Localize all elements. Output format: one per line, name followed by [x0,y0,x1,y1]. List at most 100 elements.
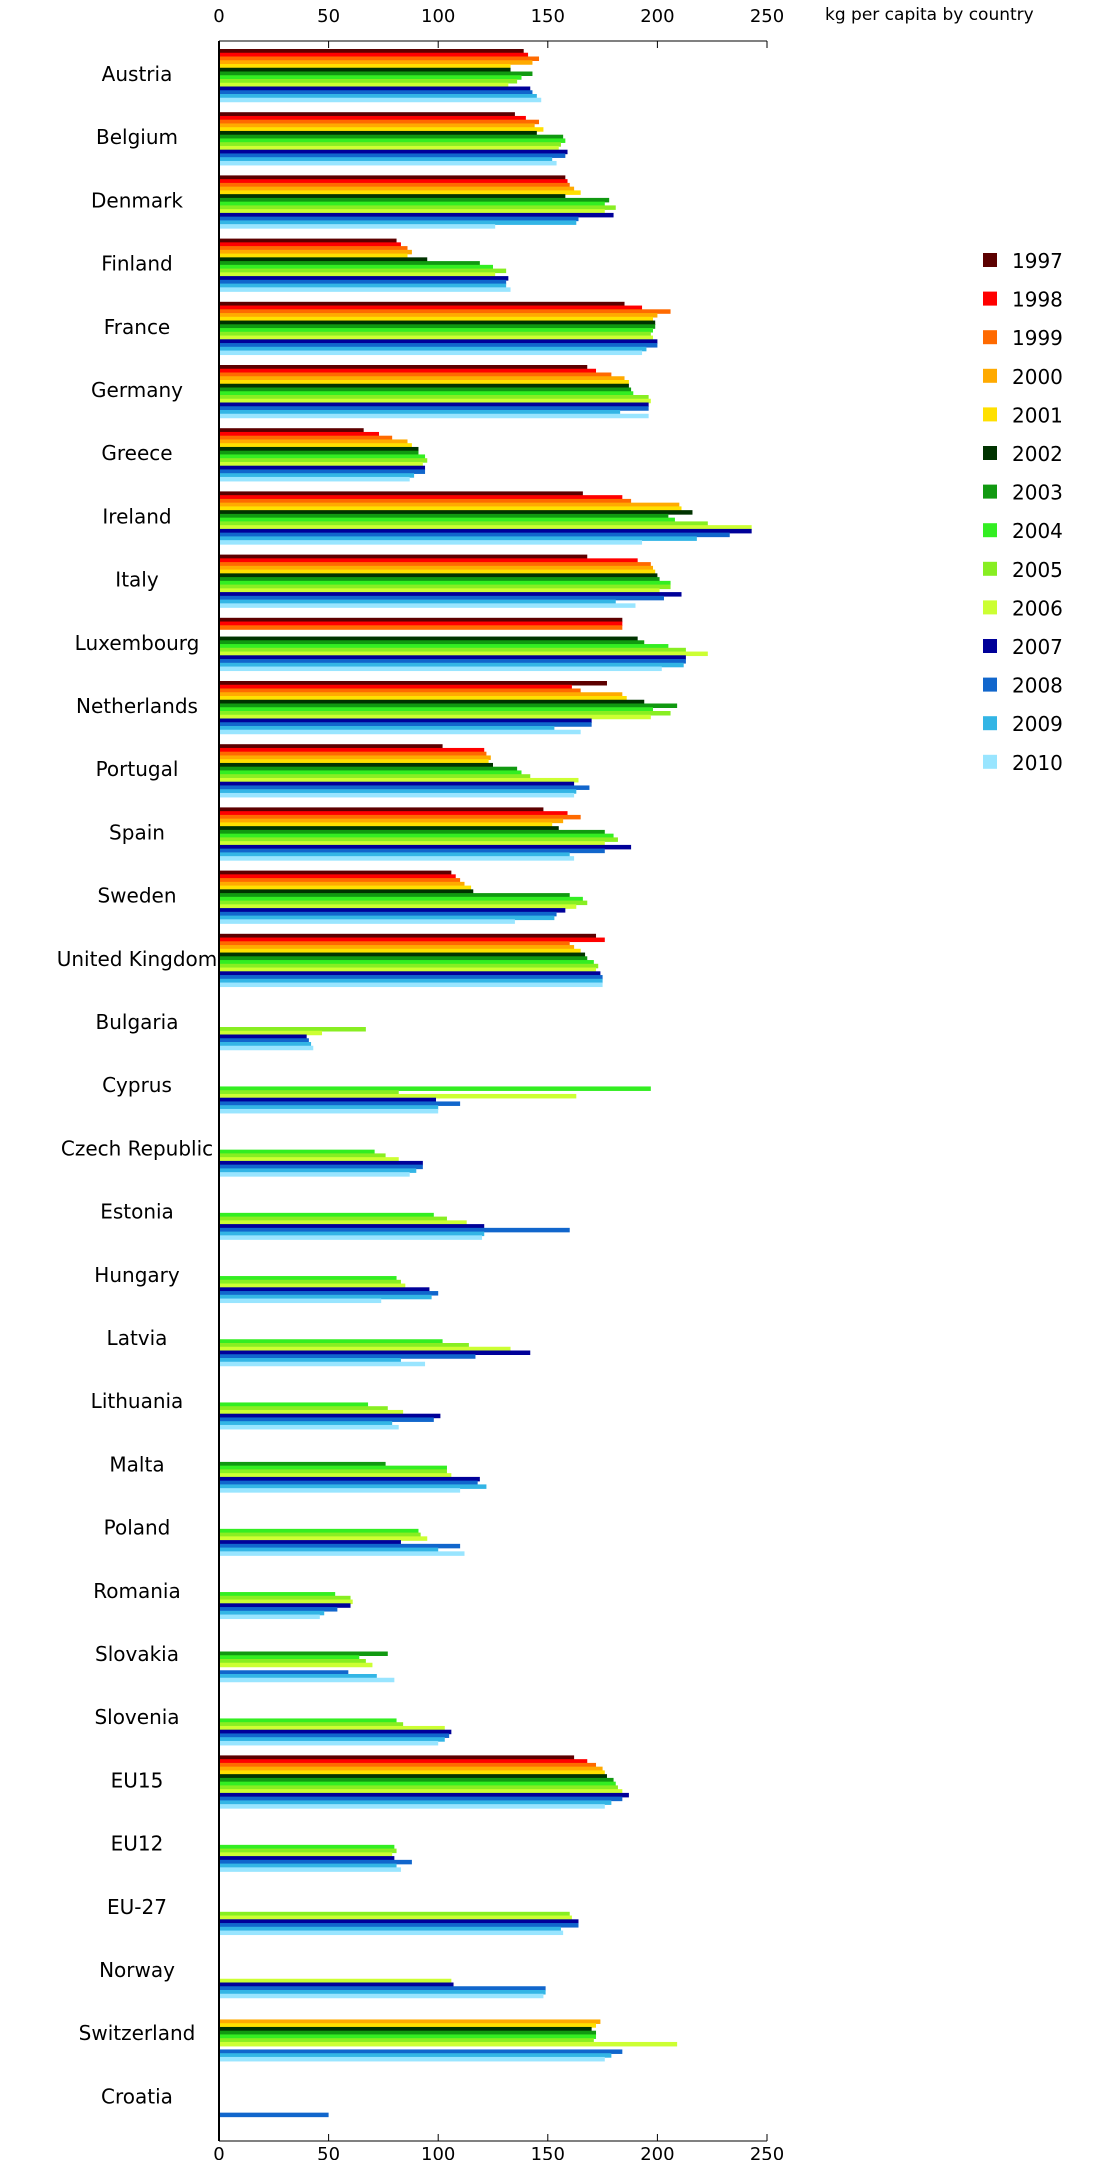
bar [219,454,426,459]
bar [219,138,566,143]
bar [219,1543,461,1549]
bar [219,1172,410,1177]
bottom-tick-label: 100 [421,2144,455,2160]
category-label: Malta [109,1452,164,1476]
bar [219,1982,454,1987]
bar [219,1607,338,1612]
bar [219,90,533,95]
bar [219,446,419,452]
bar [219,428,364,433]
bar [219,175,566,180]
legend-swatch [983,291,997,306]
bar [219,246,408,251]
bar [219,1227,570,1233]
bar [219,1480,478,1486]
bar [219,1919,579,1924]
bar [219,1762,597,1768]
bar [219,651,708,657]
bar [219,64,511,69]
bar [219,79,518,84]
category-label: Poland [104,1516,171,1540]
bar [219,1042,312,1047]
bar [219,517,675,523]
legend-swatch [983,484,997,499]
bars-group [219,49,752,2118]
bar [219,1168,417,1173]
bar [219,324,656,329]
bar [219,1224,485,1229]
bar [219,640,645,645]
bar [219,2023,597,2028]
bar [219,115,526,121]
bar [219,878,461,883]
bar [219,963,599,969]
bar [219,331,651,337]
bar [219,205,616,210]
bar [219,201,605,207]
bar [219,915,555,921]
bar [219,1339,443,1344]
top-tick-label: 50 [317,6,340,27]
bar [219,1097,437,1103]
bar [219,881,465,887]
bar [219,1614,320,1620]
bar [219,755,491,760]
bar [219,343,658,348]
bar [219,2056,605,2062]
bar [219,491,583,496]
bar [219,1725,445,1731]
bar [219,190,581,195]
bar [219,703,678,708]
bar [219,398,651,404]
bar [219,1291,439,1296]
bar [219,580,671,586]
bar [219,1413,441,1419]
bar [219,762,493,768]
bar [219,852,570,857]
bar [219,186,575,192]
bar [219,956,588,961]
bar [219,368,597,374]
bar [219,194,566,199]
bar [219,960,594,965]
bar [219,1090,399,1095]
bar [219,279,507,285]
bar [219,1729,452,1735]
bar [219,565,654,571]
bar [219,1417,434,1422]
bar [219,249,412,255]
category-label: Ireland [102,504,171,528]
category-label: Spain [109,820,165,844]
bar [219,443,412,448]
bar [219,305,643,311]
bar [219,525,752,530]
bar [219,1718,397,1723]
bar [219,603,636,608]
bar [219,1149,375,1155]
bar [219,584,671,590]
bar [219,1595,351,1601]
bar [219,1733,450,1738]
legend-label: 1997 [1012,249,1063,273]
bar [219,1279,401,1285]
bar [219,1867,401,1872]
legend-swatch [983,330,997,345]
bar [219,476,410,482]
bar [219,1677,395,1683]
legend-label: 2000 [1012,365,1063,389]
bar [219,1402,369,1407]
category-label: Romania [93,1579,180,1603]
bar [219,264,493,270]
bar [219,212,614,218]
bar [219,573,658,578]
bar [219,711,671,716]
bar [219,320,656,326]
bar [219,498,632,504]
category-label: Slovenia [94,1705,179,1729]
bar [219,536,697,541]
bar [219,461,423,467]
category-label: Finland [101,252,172,276]
bar [219,182,570,188]
bar [219,729,581,735]
bar [219,197,610,203]
